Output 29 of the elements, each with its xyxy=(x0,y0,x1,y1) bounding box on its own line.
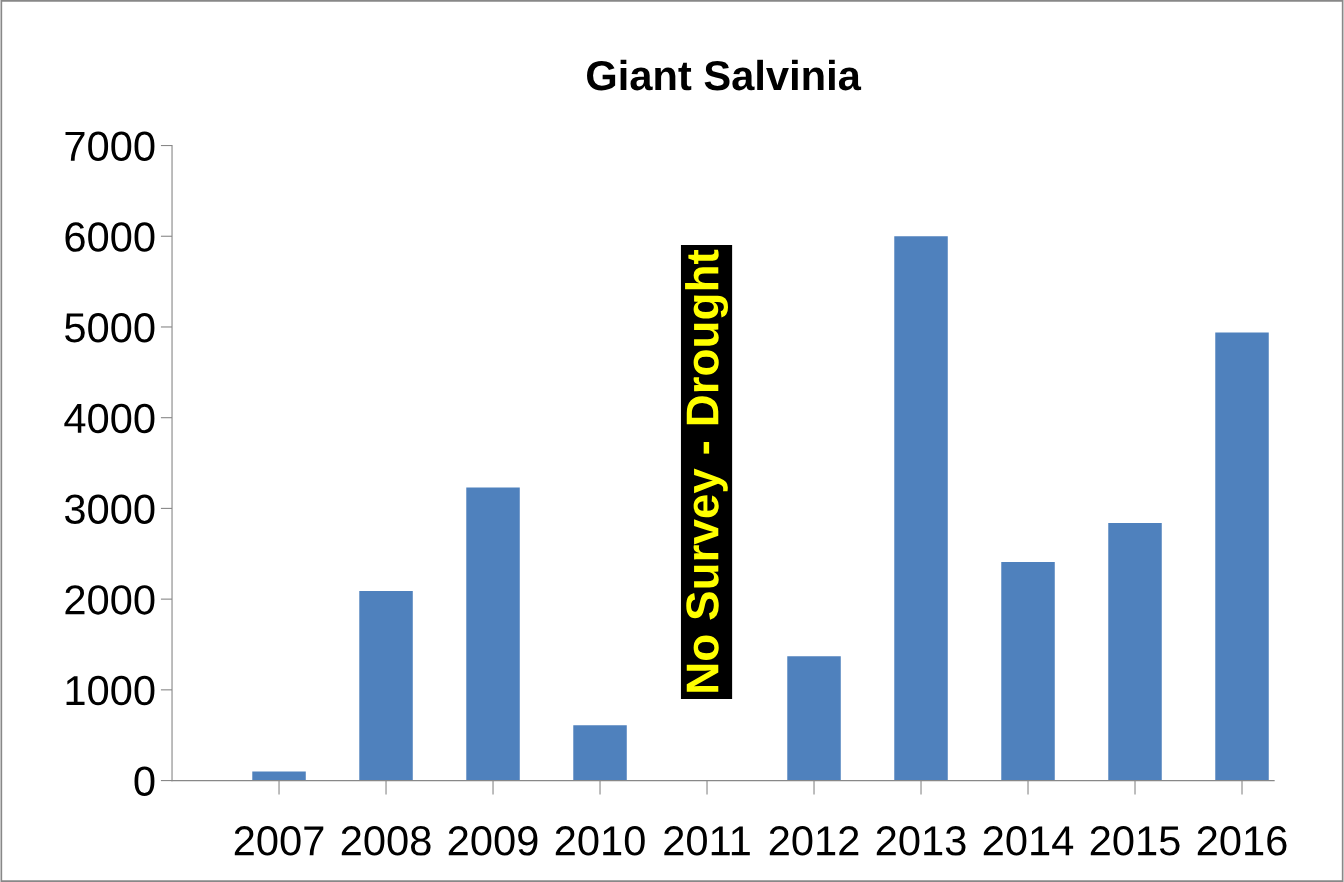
bar xyxy=(1215,332,1269,781)
y-tick-label: 0 xyxy=(134,766,155,797)
annotation: No Survey - Drought xyxy=(685,249,728,692)
x-tick-label: 2012 xyxy=(769,826,859,856)
y-tick-label: 5000 xyxy=(65,312,155,343)
y-tick-label: 1000 xyxy=(66,675,155,706)
y-tick-label: 7000 xyxy=(65,131,155,162)
x-tick-label: 2014 xyxy=(983,826,1074,856)
y-tick-label: 3000 xyxy=(64,494,155,524)
bar xyxy=(466,487,520,781)
x-tick-label: 2007 xyxy=(234,826,324,856)
x-tick-label: 2009 xyxy=(448,826,538,856)
bar xyxy=(252,771,306,781)
x-tick-label: 2010 xyxy=(555,826,645,856)
y-tick-label: 4000 xyxy=(64,403,155,434)
x-tick-label: 2008 xyxy=(341,826,431,856)
x-tick-label: 2016 xyxy=(1197,826,1287,856)
bar xyxy=(359,590,413,781)
bar xyxy=(1108,522,1162,781)
bar xyxy=(1001,561,1055,781)
x-tick-label: 2013 xyxy=(876,826,966,856)
x-tick-label: 2015 xyxy=(1090,826,1180,856)
y-tick-label: 6000 xyxy=(65,222,155,252)
y-tick-label: 2000 xyxy=(65,585,155,615)
x-tick-label: 2011 xyxy=(664,826,750,856)
bar xyxy=(787,656,841,781)
bar xyxy=(894,236,948,781)
chart-title: Giant Salvinia xyxy=(587,59,862,91)
bar xyxy=(573,725,627,781)
